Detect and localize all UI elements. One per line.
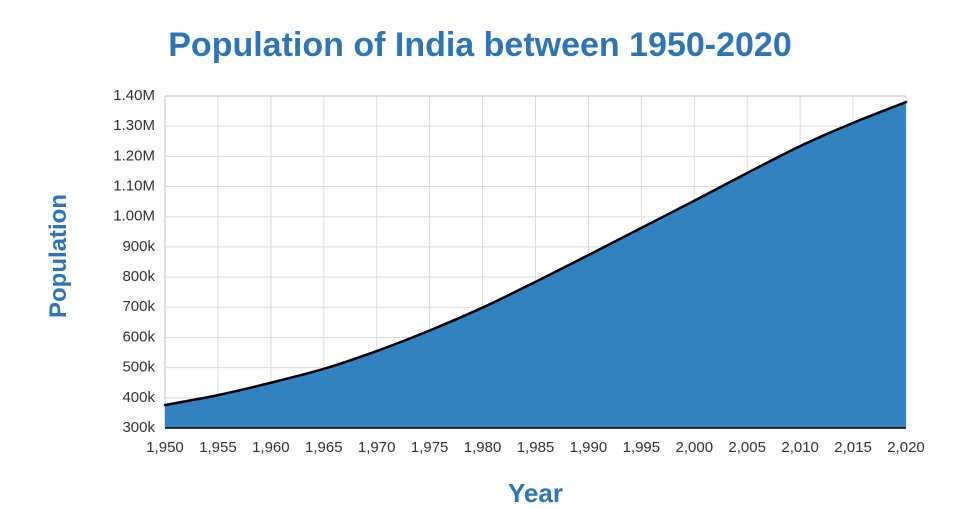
svg-text:400k: 400k	[122, 389, 155, 406]
svg-text:300k: 300k	[122, 419, 155, 436]
svg-text:1,980: 1,980	[464, 439, 502, 456]
svg-text:600k: 600k	[122, 328, 155, 345]
svg-text:800k: 800k	[122, 268, 155, 285]
svg-text:2,010: 2,010	[781, 439, 819, 456]
svg-text:1.20M: 1.20M	[113, 147, 155, 164]
svg-text:700k: 700k	[122, 298, 155, 315]
svg-text:900k: 900k	[122, 238, 155, 255]
svg-text:1,970: 1,970	[358, 439, 396, 456]
svg-text:1.30M: 1.30M	[113, 117, 155, 134]
svg-text:1,955: 1,955	[199, 439, 237, 456]
svg-text:1,995: 1,995	[623, 439, 661, 456]
svg-text:1,950: 1,950	[146, 439, 184, 456]
svg-text:1,960: 1,960	[252, 439, 290, 456]
svg-text:1,985: 1,985	[517, 439, 555, 456]
svg-text:1.10M: 1.10M	[113, 178, 155, 195]
svg-text:2,015: 2,015	[834, 439, 872, 456]
svg-text:1,965: 1,965	[305, 439, 343, 456]
svg-text:1.40M: 1.40M	[113, 87, 155, 104]
svg-text:1,990: 1,990	[570, 439, 608, 456]
svg-text:2,000: 2,000	[676, 439, 714, 456]
svg-text:2,005: 2,005	[728, 439, 766, 456]
svg-text:2,020: 2,020	[887, 439, 925, 456]
svg-text:1,975: 1,975	[411, 439, 449, 456]
svg-text:500k: 500k	[122, 359, 155, 376]
svg-text:1.00M: 1.00M	[113, 208, 155, 225]
